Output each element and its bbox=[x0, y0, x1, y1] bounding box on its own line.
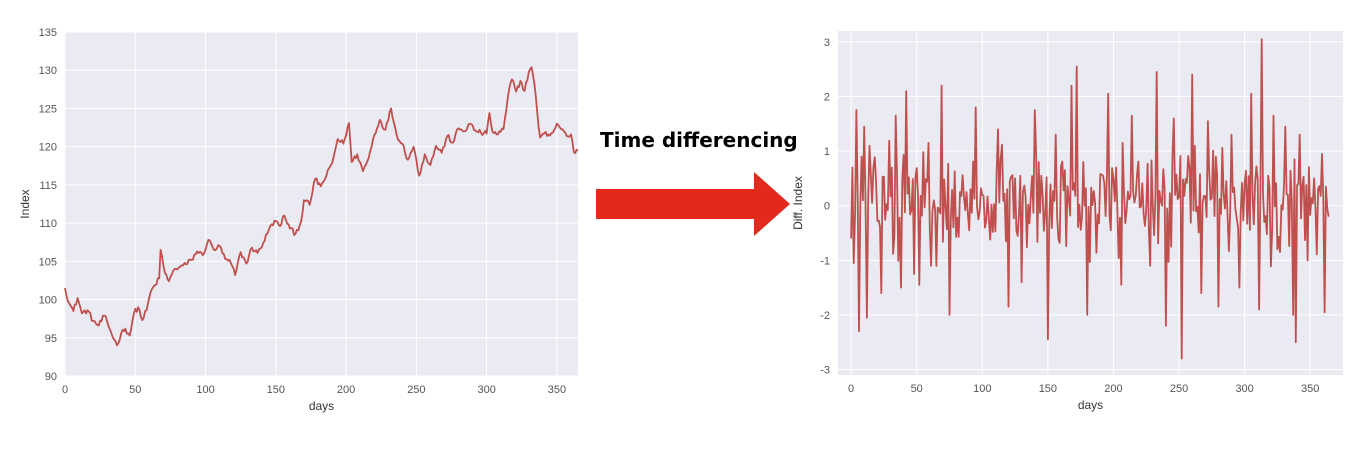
diff-y-tick-label: -3 bbox=[820, 365, 830, 377]
time-differencing-caption: Time differencing bbox=[600, 128, 798, 152]
index-x-tick-label: 0 bbox=[62, 384, 68, 396]
diff-x-tick-label: 300 bbox=[1235, 383, 1253, 395]
arrow-shape bbox=[596, 172, 790, 236]
index-x-tick-label: 200 bbox=[337, 384, 355, 396]
index-x-axis-label: days bbox=[309, 399, 334, 413]
index-y-tick-label: 120 bbox=[39, 142, 57, 154]
index-x-tick-label: 50 bbox=[129, 384, 141, 396]
index-y-tick-label: 125 bbox=[39, 103, 57, 115]
index-series-line bbox=[64, 66, 579, 347]
diff-x-tick-label: 150 bbox=[1039, 383, 1057, 395]
diff-x-tick-label: 50 bbox=[911, 383, 923, 395]
right-arrow-icon bbox=[596, 172, 790, 236]
diff-y-tick-label: 2 bbox=[824, 92, 830, 104]
index-y-axis-label: Index bbox=[18, 189, 32, 218]
diff-x-axis-label: days bbox=[1078, 398, 1103, 412]
diff-x-tick-label: 100 bbox=[973, 383, 991, 395]
diff-y-tick-label: 0 bbox=[824, 201, 830, 213]
index-x-tick-label: 250 bbox=[407, 384, 425, 396]
index-y-tick-label: 90 bbox=[45, 371, 57, 383]
index-x-tick-label: 350 bbox=[548, 384, 566, 396]
index-x-tick-label: 300 bbox=[477, 384, 495, 396]
index-y-tick-label: 130 bbox=[39, 65, 57, 77]
index-x-tick-label: 100 bbox=[196, 384, 214, 396]
index-chart: 0 50 100 150 200 250 300 350 90 95 100 105 110 115 120… bbox=[18, 27, 579, 413]
diff-y-tick-label: 1 bbox=[824, 146, 830, 158]
index-plot-area bbox=[65, 32, 578, 376]
index-y-tick-label: 95 bbox=[45, 333, 57, 345]
diff-x-tick-label: 350 bbox=[1301, 383, 1319, 395]
diff-x-tick-label: 200 bbox=[1104, 383, 1122, 395]
index-y-tick-label: 100 bbox=[39, 295, 57, 307]
diff-series-line bbox=[850, 38, 1330, 360]
index-y-tick-label: 115 bbox=[39, 180, 57, 192]
diff-x-tick-label: 250 bbox=[1170, 383, 1188, 395]
diff-y-axis-label: Diff. Index bbox=[791, 176, 805, 230]
index-y-tick-label: 135 bbox=[39, 27, 57, 39]
diff-y-tick-label: -1 bbox=[820, 255, 830, 267]
index-x-tick-label: 150 bbox=[267, 384, 285, 396]
diff-x-tick-label: 0 bbox=[848, 383, 854, 395]
index-y-tick-label: 110 bbox=[39, 218, 57, 230]
index-y-tick-label: 105 bbox=[39, 256, 57, 268]
diff-y-tick-label: 3 bbox=[824, 37, 830, 49]
diff-y-tick-label: -2 bbox=[820, 310, 830, 322]
diff-index-chart: 0 50 100 150 200 250 300 350 -3 -2 -1 0 1 2 3 days Diff.… bbox=[791, 31, 1343, 412]
